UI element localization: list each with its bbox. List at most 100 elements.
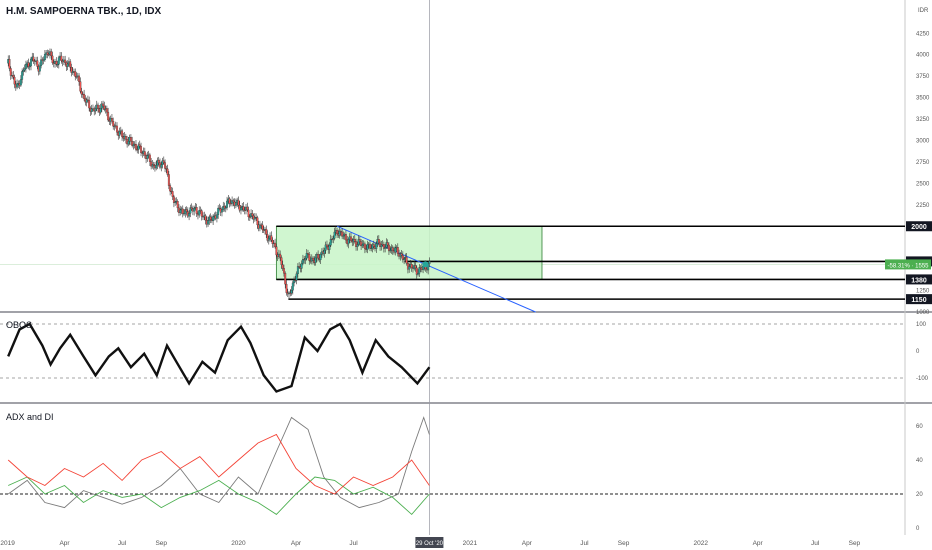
candle-body [22,69,25,72]
candle-body [107,111,110,121]
candle-body [229,203,232,205]
level-badge-2000 [906,221,932,232]
candle-body [347,239,350,245]
candle-body [193,208,196,212]
candle-body [137,144,140,150]
candle-body [266,234,269,241]
candle-body [55,61,58,65]
candle-body [261,224,264,230]
candle-body [384,247,387,249]
price-tick-2750: 2750 [916,160,930,166]
adx-tick-40: 40 [916,458,923,464]
candle-body [363,243,366,250]
candle-body [36,60,39,67]
candle-body [150,161,153,167]
candle-body [207,220,210,225]
candle-body [164,162,167,169]
candle-body [380,244,383,247]
candle-body [42,59,45,61]
candle-body [361,244,364,247]
candle-body [308,254,311,261]
candle-body [405,257,408,264]
candle-body [324,244,327,251]
candle-body [32,56,35,62]
candle-body [204,215,207,221]
candle-body [8,59,11,69]
cursor-date-badge [415,537,444,548]
price-tick-2500: 2500 [916,181,930,187]
candle-body [251,213,254,217]
obos-line [7,322,431,393]
candle-body [129,137,132,142]
candle-body [331,238,333,241]
candle-body [342,235,345,237]
candle-body [28,65,31,68]
level-label-2000: 2000 [911,224,927,231]
candle-body [157,159,160,163]
candle-body [50,51,53,57]
candle-body [70,67,73,73]
candle-body [51,55,54,63]
candle-body [256,217,259,226]
current-price-badge [885,259,931,270]
candle-body [223,205,226,209]
candle-body [370,247,373,250]
candle-body [408,266,411,270]
candle-body [64,59,67,63]
candle-body [274,242,277,247]
candle-body [344,234,347,241]
candle-body [375,243,378,249]
series-adx [7,416,430,509]
candle-body [418,267,421,274]
candle-body [280,257,283,265]
candle-body [314,257,317,263]
candle-body [30,58,32,67]
candle-body [74,71,77,77]
candle-body [253,217,256,220]
candle-body [155,164,158,169]
candle-body [198,210,201,216]
candle-body [275,246,278,256]
candle-body [189,207,192,214]
candle-body [389,250,392,252]
candle-body [146,155,149,159]
candle-body [221,209,223,213]
currency-label: IDR [918,8,929,14]
candle-body [391,247,394,251]
candle-body [258,224,261,229]
candle-body [247,209,250,218]
candle-body [160,164,163,168]
candle-body [246,206,249,211]
candle-body [85,99,88,103]
candle-body [369,243,371,249]
candle-body [281,264,284,269]
price-tick-3500: 3500 [916,96,930,102]
candle-body [284,273,287,285]
candle-body [215,214,218,219]
candle-body [124,136,127,140]
candle-body [140,146,142,153]
candle-body [267,238,270,241]
candle-body [152,164,155,166]
time-tick-Jul: Jul [811,540,820,547]
candle-body [338,230,341,236]
price-tick-4250: 4250 [916,31,930,37]
time-tick-Apr: Apr [59,540,70,547]
candle-body [240,207,242,211]
candle-body [291,282,294,291]
candle-body [47,54,50,56]
candle-body [188,213,191,217]
time-tick-Jul: Jul [118,540,127,547]
candle-body [265,228,268,235]
time-tick-2020: 2020 [231,540,246,547]
time-tick-Apr: Apr [753,540,764,547]
candle-body [323,250,326,254]
candle-body [360,241,363,247]
candle-body [283,268,285,274]
candle-body [43,54,46,61]
candle-body [88,100,91,109]
candle-body [138,144,141,147]
candle-body [294,279,297,282]
candle-body [415,267,418,275]
